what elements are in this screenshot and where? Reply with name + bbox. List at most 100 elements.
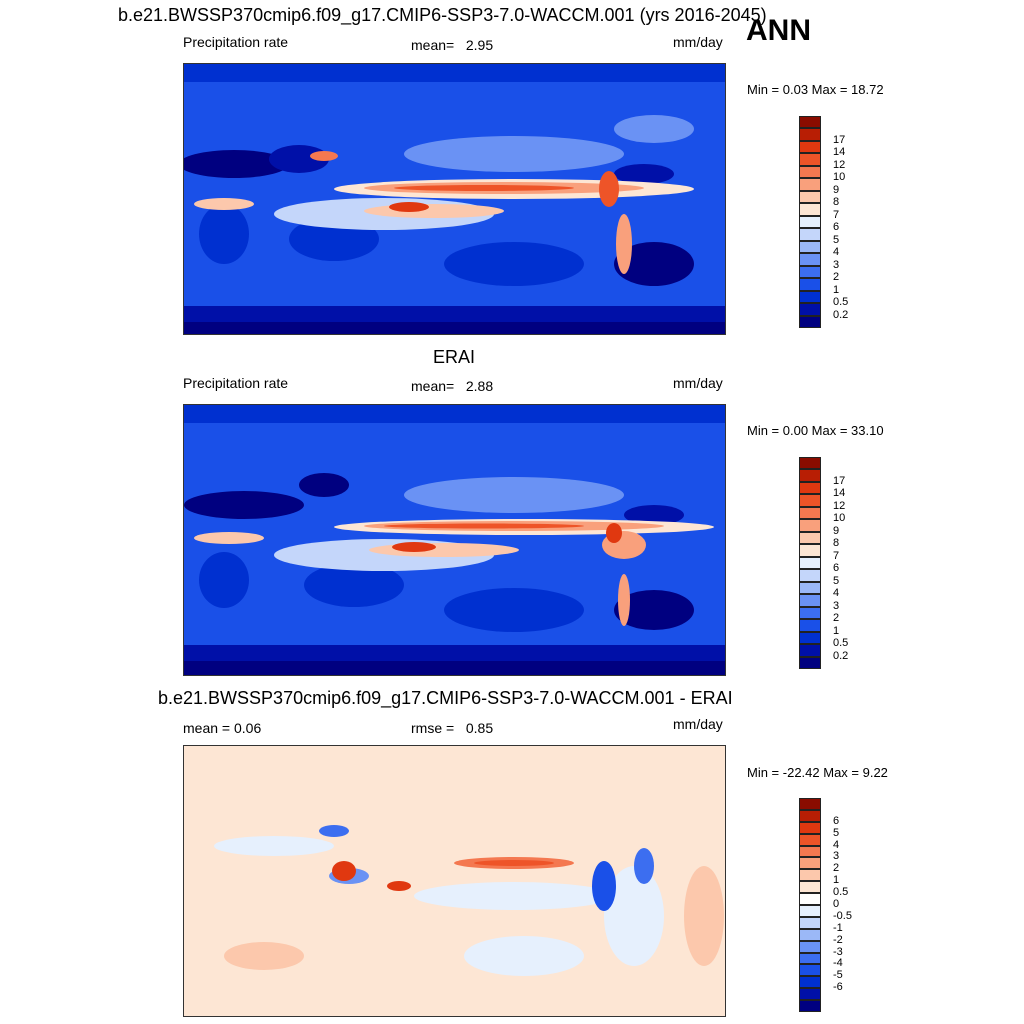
colorbar-tick-label: -4	[833, 957, 843, 970]
colorbar-segment	[799, 976, 821, 989]
colorbar-segment	[799, 303, 821, 316]
panel1-units: mm/day	[673, 34, 723, 50]
colorbar-tick-label: 1	[833, 874, 840, 887]
colorbar-tick-label: 4	[833, 838, 840, 851]
colorbar-segment	[799, 619, 821, 632]
colorbar-segment	[799, 215, 821, 229]
colorbar-tick-label: 8	[833, 537, 840, 550]
colorbar-segment	[799, 265, 821, 279]
colorbar-segment	[799, 153, 821, 166]
panel2-mean-value: 2.88	[465, 378, 494, 394]
panel1-minmax: Min = 0.03 Max = 18.72	[747, 82, 884, 97]
colorbar-segment	[799, 128, 821, 141]
panel2-units: mm/day	[673, 375, 723, 391]
panel3-colorbar: -6 -5 -4 -3 -2 -1 -0.5 0 0.5 1 2 3 4 5 6	[799, 798, 852, 1012]
panel3-rmse-label: rmse =	[411, 720, 455, 736]
panel3-mean: mean = 0.06	[183, 720, 262, 736]
panel1-mean: mean= 2.95	[411, 37, 493, 53]
panel1-title: b.e21.BWSSP370cmip6.f09_g17.CMIP6-SSP3-7…	[118, 5, 767, 25]
colorbar-tick-label: 1	[833, 283, 840, 296]
colorbar-tick-label: 1	[833, 624, 840, 637]
colorbar-segment	[799, 116, 821, 129]
colorbar-segment	[799, 940, 821, 953]
colorbar-tick-label: 0	[833, 898, 840, 910]
colorbar-segment	[799, 581, 821, 595]
colorbar-segment	[799, 469, 821, 482]
colorbar-segment	[799, 203, 821, 216]
colorbar-tick-label: 6	[833, 814, 840, 827]
colorbar-segment	[799, 905, 821, 917]
season-label: ANN	[746, 14, 811, 47]
colorbar-segment	[799, 893, 821, 905]
colorbar-tick-label: 4	[833, 246, 840, 259]
colorbar-tick-label: 17	[833, 133, 846, 146]
panel2-title: ERAI	[433, 347, 476, 367]
colorbar-segment	[799, 290, 821, 304]
colorbar-segment	[799, 833, 821, 846]
colorbar-tick-label: 0.5	[833, 296, 849, 309]
colorbar-tick-label: -6	[833, 981, 843, 994]
colorbar-tick-label: 2	[833, 612, 840, 625]
colorbar-segment	[799, 556, 821, 570]
colorbar-segment	[799, 845, 821, 858]
colorbar-tick-label: 2	[833, 862, 840, 875]
colorbar-segment	[799, 594, 821, 607]
panel2-minmax: Min = 0.00 Max = 33.10	[747, 423, 884, 438]
colorbar-segment	[799, 656, 821, 669]
colorbar-tick-label: 10	[833, 512, 846, 525]
colorbar-segment	[799, 253, 821, 266]
panel1-variable-label: Precipitation rate	[183, 34, 289, 50]
colorbar-tick-label: 17	[833, 474, 846, 487]
colorbar-segment	[799, 278, 821, 291]
panel1-map	[183, 63, 726, 335]
colorbar-segment	[799, 964, 821, 977]
colorbar-tick-label: 6	[833, 221, 840, 234]
colorbar-tick-label: 12	[833, 158, 846, 171]
colorbar-segment	[799, 457, 821, 470]
panel3-title: b.e21.BWSSP370cmip6.f09_g17.CMIP6-SSP3-7…	[158, 688, 733, 708]
panel1-map-field	[184, 64, 725, 334]
colorbar-segment	[799, 644, 821, 657]
panel2-map-field	[184, 405, 725, 675]
colorbar-segment	[799, 531, 821, 545]
panel1-mean-value: 2.95	[465, 37, 494, 53]
panel3-minmax: Min = -22.42 Max = 9.22	[747, 765, 888, 780]
colorbar-segment	[799, 190, 821, 204]
colorbar-segment	[799, 1000, 821, 1012]
colorbar-tick-label: 14	[833, 146, 846, 159]
colorbar-segment	[799, 631, 821, 645]
colorbar-segment	[799, 809, 821, 822]
colorbar-tick-label: -2	[833, 933, 843, 946]
colorbar-tick-label: 2	[833, 271, 840, 284]
colorbar-tick-label: 10	[833, 171, 846, 184]
panel3-units: mm/day	[673, 716, 723, 732]
colorbar-segment	[799, 519, 821, 532]
colorbar-tick-label: 0.2	[833, 308, 849, 321]
colorbar-tick-label: 0.5	[833, 637, 849, 650]
colorbar-segment	[799, 798, 821, 810]
colorbar-tick-label: 12	[833, 499, 846, 512]
colorbar-tick-label: 4	[833, 587, 840, 600]
colorbar-segment	[799, 481, 821, 495]
panel3-map-field	[184, 746, 725, 1016]
panel2-mean: mean= 2.88	[411, 378, 493, 394]
colorbar-segment	[799, 881, 821, 894]
panel2-map	[183, 404, 726, 676]
colorbar-tick-label: 3	[833, 258, 840, 271]
panel1-mean-label: mean=	[411, 37, 455, 53]
colorbar-tick-label: -0.5	[833, 909, 852, 922]
colorbar-tick-label: 6	[833, 562, 840, 575]
colorbar-tick-label: 0.5	[833, 886, 849, 899]
colorbar-segment	[799, 916, 821, 929]
colorbar-segment	[799, 494, 821, 507]
colorbar-tick-label: -5	[833, 969, 843, 982]
colorbar-tick-label: 14	[833, 487, 846, 500]
colorbar-tick-label: -3	[833, 945, 843, 958]
colorbar-tick-label: 9	[833, 183, 840, 196]
colorbar-segment	[799, 178, 821, 191]
colorbar-tick-label: 9	[833, 524, 840, 537]
colorbar-segment	[799, 988, 821, 1001]
panel1-colorbar: 0.2 0.5 1 2 3 4 5 6 7 8 9 10 12 14 17	[799, 116, 848, 328]
colorbar-tick-label: 7	[833, 549, 840, 562]
colorbar-segment	[799, 544, 821, 557]
